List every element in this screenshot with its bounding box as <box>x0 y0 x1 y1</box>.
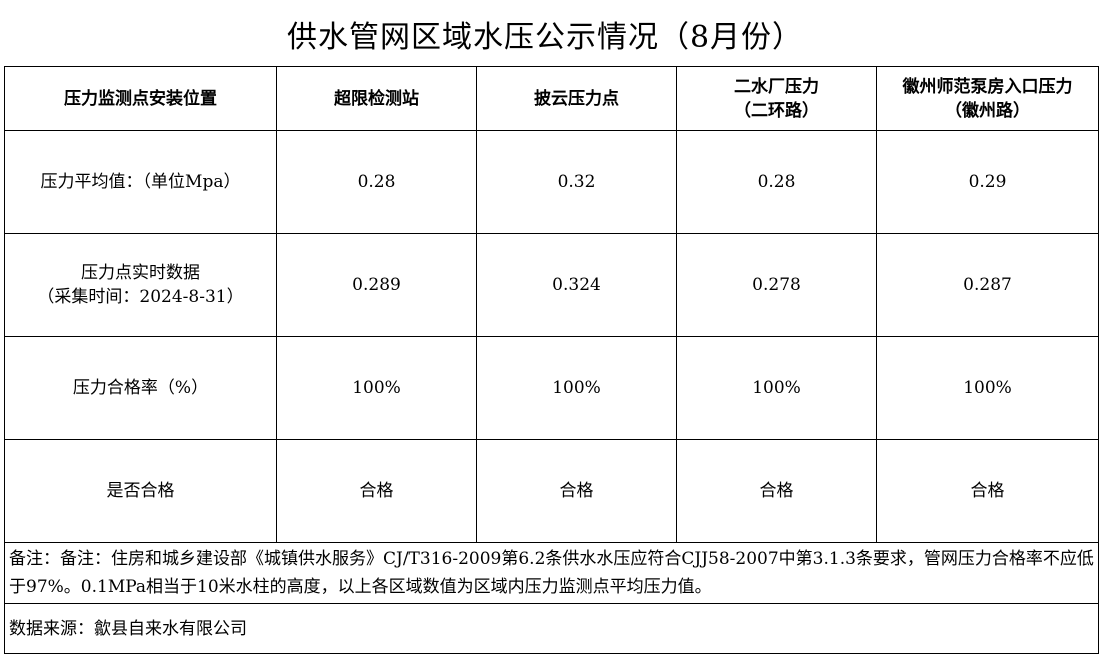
row-label: 是否合格 <box>4 439 277 543</box>
cell: 0.278 <box>676 233 877 337</box>
note-text: 备注：备注：住房和城乡建设部《城镇供水服务》CJ/T316-2009第6.2条供… <box>4 542 1099 604</box>
cell: 合格 <box>476 439 677 543</box>
header-cell: 徽州师范泵房入口压力 （徽州路） <box>876 66 1099 131</box>
cell: 0.32 <box>476 130 677 234</box>
header-cell: 压力监测点安装位置 <box>4 66 277 131</box>
table-row: 压力点实时数据 （采集时间：2024-8-31） 0.289 0.324 0.2… <box>4 233 1099 337</box>
cell: 0.287 <box>876 233 1099 337</box>
pressure-table: 压力监测点安装位置 超限检测站 披云压力点 二水厂压力 （二环路） 徽州师范泵房… <box>4 66 1099 654</box>
cell: 100% <box>676 336 877 440</box>
table-row: 压力平均值：（单位Mpa） 0.28 0.32 0.28 0.29 <box>4 130 1099 234</box>
note-row: 备注：备注：住房和城乡建设部《城镇供水服务》CJ/T316-2009第6.2条供… <box>4 542 1099 604</box>
cell: 合格 <box>876 439 1099 543</box>
header-cell: 超限检测站 <box>276 66 477 131</box>
cell: 0.29 <box>876 130 1099 234</box>
source-row: 数据来源：歙县自来水有限公司 <box>4 603 1099 654</box>
cell: 100% <box>276 336 477 440</box>
cell: 0.28 <box>276 130 477 234</box>
row-label: 压力点实时数据 （采集时间：2024-8-31） <box>4 233 277 337</box>
cell: 100% <box>876 336 1099 440</box>
table-row: 压力合格率（%） 100% 100% 100% 100% <box>4 336 1099 440</box>
cell: 0.28 <box>676 130 877 234</box>
row-label: 压力合格率（%） <box>4 336 277 440</box>
cell: 0.324 <box>476 233 677 337</box>
cell: 合格 <box>276 439 477 543</box>
source-text: 数据来源：歙县自来水有限公司 <box>4 603 1099 654</box>
table-row: 是否合格 合格 合格 合格 合格 <box>4 439 1099 543</box>
row-label: 压力平均值：（单位Mpa） <box>4 130 277 234</box>
cell: 0.289 <box>276 233 477 337</box>
page-title: 供水管网区域水压公示情况（8月份） <box>286 20 804 55</box>
header-cell: 二水厂压力 （二环路） <box>676 66 877 131</box>
header-row: 压力监测点安装位置 超限检测站 披云压力点 二水厂压力 （二环路） 徽州师范泵房… <box>4 66 1099 131</box>
cell: 100% <box>476 336 677 440</box>
header-cell: 披云压力点 <box>476 66 677 131</box>
cell: 合格 <box>676 439 877 543</box>
